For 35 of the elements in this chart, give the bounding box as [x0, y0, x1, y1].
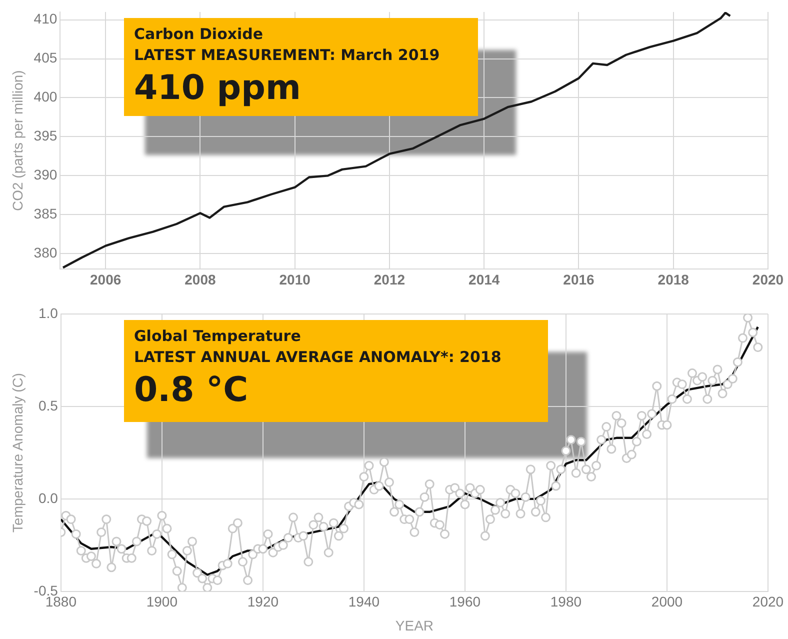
- y-axis-title: CO2 (parts per million): [9, 70, 26, 212]
- x-tick-label: 2020: [752, 594, 784, 610]
- x-tick-label: 2020: [752, 271, 784, 288]
- x-tick-label: 2018: [658, 271, 690, 288]
- x-tick-label: 1940: [348, 594, 380, 610]
- x-tick-label: 2006: [90, 271, 122, 288]
- annotation: LATEST ANNUAL AVERAGE ANOMALY*: 2018: [134, 347, 502, 368]
- x-tick-label: 2000: [651, 594, 683, 610]
- x-tick-label: 1920: [247, 594, 279, 610]
- y-tick-label: 0.5: [38, 397, 58, 414]
- annotation: LATEST MEASUREMENT: March 2019: [134, 45, 441, 66]
- x-tick-label: 2010: [279, 271, 311, 288]
- y-tick-label: 385: [34, 206, 58, 222]
- x-tick-label: 2008: [184, 271, 216, 288]
- x-tick-label: 1980: [550, 594, 582, 610]
- annotation: 410 ppm: [134, 67, 302, 110]
- y-tick-label: -0.5: [34, 582, 58, 598]
- y-tick-label: 410: [34, 10, 58, 27]
- x-tick-label: 2016: [563, 271, 595, 288]
- text: Global Temperature: [134, 326, 302, 346]
- y-tick-label: 1.0: [38, 304, 58, 321]
- y-tick-label: 400: [34, 88, 58, 105]
- y-tick-label: 405: [34, 50, 58, 66]
- y-axis-title: Temperature Anomaly (C): [9, 372, 26, 532]
- x-axis-title: YEAR: [395, 617, 434, 634]
- x-tick-label: 2012: [374, 271, 406, 288]
- text: Carbon Dioxide: [134, 24, 264, 44]
- x-tick-label: 2014: [468, 271, 500, 288]
- annotation: 0.8 °C: [134, 369, 250, 412]
- x-tick-label: 1960: [449, 594, 481, 610]
- x-tick-label: 1900: [146, 594, 178, 610]
- y-tick-label: 390: [34, 166, 58, 183]
- y-tick-label: 380: [34, 244, 58, 260]
- y-tick-label: 0.0: [38, 490, 58, 506]
- y-tick-label: 395: [34, 128, 58, 144]
